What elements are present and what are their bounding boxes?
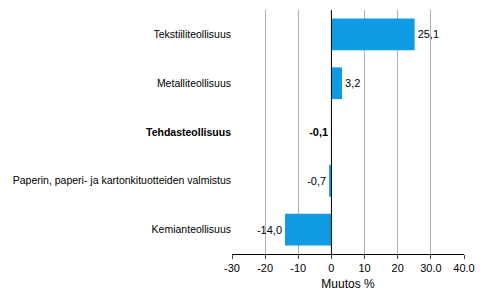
svg-text:-0,1: -0,1 xyxy=(309,126,328,138)
svg-text:Tehdasteollisuus: Tehdasteollisuus xyxy=(146,126,231,138)
svg-text:25,1: 25,1 xyxy=(418,28,439,40)
svg-text:Metalliteollisuus: Metalliteollisuus xyxy=(157,77,231,89)
svg-text:30.0: 30.0 xyxy=(420,262,441,274)
svg-text:-14,0: -14,0 xyxy=(257,224,282,236)
svg-text:-0,7: -0,7 xyxy=(307,175,326,187)
svg-text:10: 10 xyxy=(358,262,370,274)
svg-text:3,2: 3,2 xyxy=(345,77,360,89)
svg-text:-10: -10 xyxy=(290,262,306,274)
svg-text:20: 20 xyxy=(392,262,404,274)
svg-text:40.0: 40.0 xyxy=(453,262,474,274)
svg-text:-30: -30 xyxy=(224,262,240,274)
svg-text:0: 0 xyxy=(328,262,334,274)
svg-text:Paperin, paperi- ja kartonkitu: Paperin, paperi- ja kartonkituotteiden v… xyxy=(13,174,231,186)
svg-text:Tekstiiliteollisuus: Tekstiiliteollisuus xyxy=(153,28,231,40)
svg-text:Muutos %: Muutos % xyxy=(321,277,375,291)
svg-text:-20: -20 xyxy=(257,262,273,274)
svg-text:Kemianteollisuus: Kemianteollisuus xyxy=(152,223,231,235)
